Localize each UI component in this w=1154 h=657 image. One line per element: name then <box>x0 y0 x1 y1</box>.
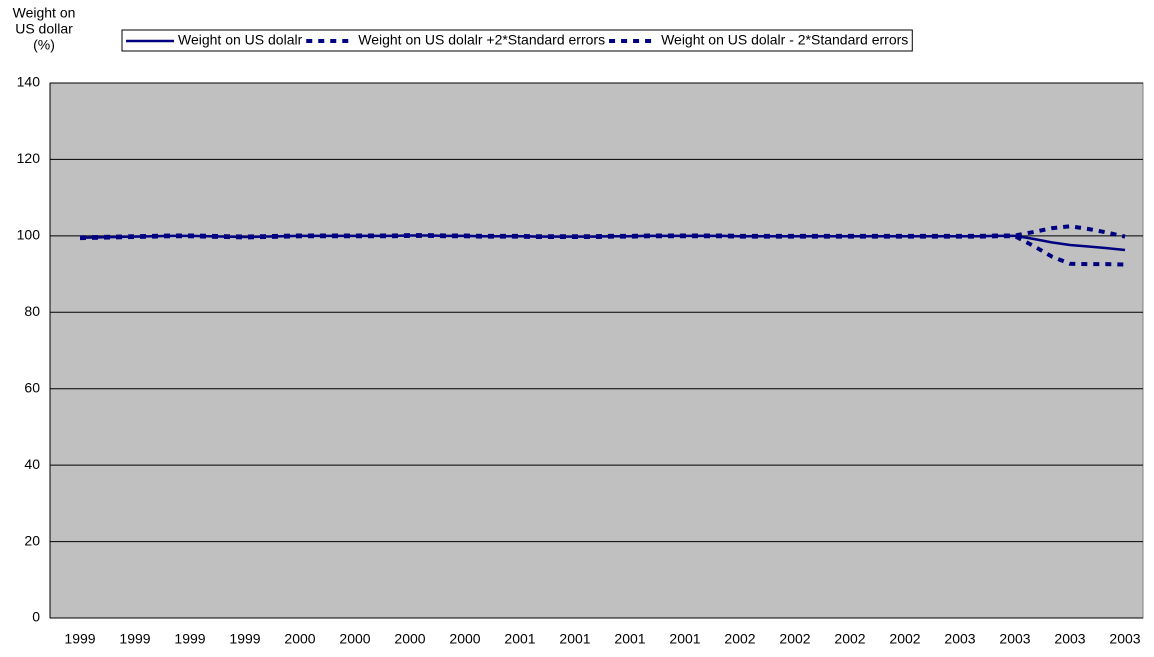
x-tick-label: 2000 <box>394 631 425 647</box>
x-tick-label: 2001 <box>504 631 535 647</box>
y-tick-label: 140 <box>17 74 41 90</box>
y-tick-label: 0 <box>32 609 40 625</box>
x-tick-label: 2001 <box>669 631 700 647</box>
data-line <box>79 234 1126 252</box>
x-tick-label: 2002 <box>834 631 865 647</box>
x-tick-label: 2003 <box>999 631 1030 647</box>
legend <box>121 29 913 52</box>
x-tick-label: 2003 <box>1109 631 1140 647</box>
x-tick-label: 2002 <box>889 631 920 647</box>
y-axis-title: US dollar <box>15 21 73 37</box>
x-tick-label: 2001 <box>559 631 590 647</box>
x-tick-label: 1999 <box>174 631 205 647</box>
y-tick-label: 20 <box>24 532 40 548</box>
x-tick-label: 2000 <box>339 631 370 647</box>
x-tick-label: 2003 <box>1054 631 1085 647</box>
x-tick-label: 2003 <box>944 631 975 647</box>
y-tick-label: 100 <box>17 227 41 243</box>
y-axis-title: (%) <box>33 37 55 53</box>
y-tick-label: 40 <box>24 456 40 472</box>
x-tick-label: 2000 <box>449 631 480 647</box>
x-tick-label: 2002 <box>724 631 755 647</box>
legend-label: Weight on US dolalr <box>178 32 303 48</box>
plot-area <box>49 82 1144 619</box>
x-tick-label: 1999 <box>229 631 260 647</box>
legend-label: Weight on US dolalr +2*Standard errors <box>358 32 605 48</box>
x-tick-label: 2002 <box>779 631 810 647</box>
x-tick-label: 1999 <box>64 631 95 647</box>
y-axis-title: Weight on <box>13 5 76 21</box>
legend-label: Weight on US dolalr - 2*Standard errors <box>661 32 908 48</box>
x-tick-label: 1999 <box>119 631 150 647</box>
x-tick-label: 2001 <box>614 631 645 647</box>
x-tick-label: 2000 <box>284 631 315 647</box>
y-tick-label: 60 <box>24 379 40 395</box>
y-tick-label: 120 <box>17 150 41 166</box>
y-tick-label: 80 <box>24 303 40 319</box>
